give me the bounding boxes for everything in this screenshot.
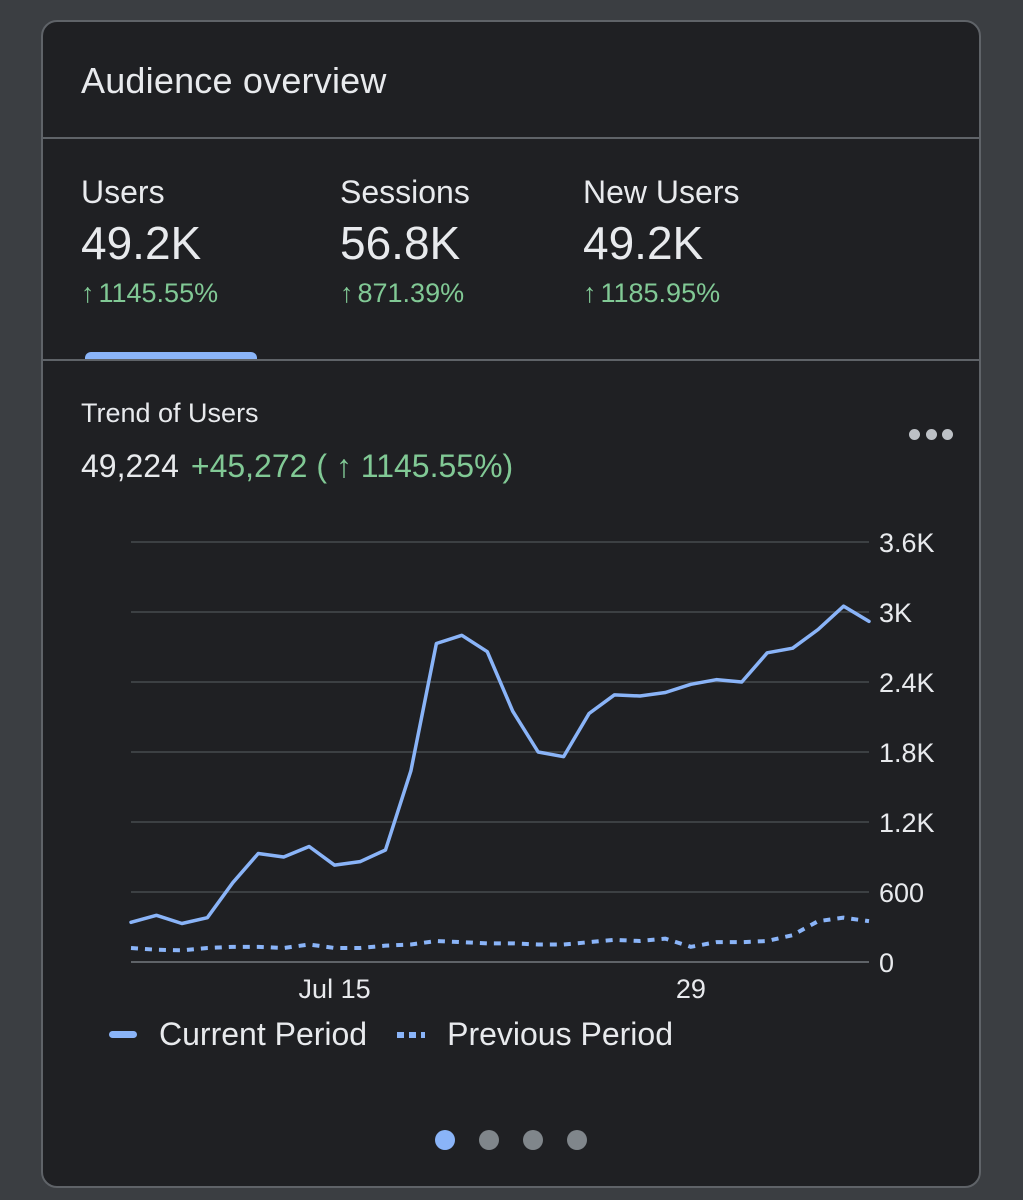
metric-tab-new-users[interactable]: New Users 49.2K ↑ 1185.95% [583, 172, 739, 310]
y-tick-label: 1.2K [879, 808, 935, 838]
metric-label: Sessions [340, 174, 470, 210]
pager-dot-3[interactable] [523, 1130, 543, 1150]
pager-dot-2[interactable] [479, 1130, 499, 1150]
arrow-up-icon: ↑ [340, 278, 354, 308]
x-tick-label: Jul 15 [299, 974, 371, 1004]
y-tick-label: 2.4K [879, 668, 935, 698]
trend-summary: 49,224 +45,272 ( ↑ 1145.55%) [81, 446, 513, 486]
metric-change-value: 1145.55% [98, 278, 219, 308]
metric-value: 56.8K [340, 217, 461, 269]
metric-value: 49.2K [583, 217, 704, 269]
x-tick-label: 29 [676, 974, 706, 1004]
card-title: Audience overview [81, 60, 387, 101]
metric-tab-users[interactable]: Users 49.2K ↑ 1145.55% [81, 172, 218, 310]
legend-swatch-solid [109, 1031, 137, 1038]
audience-overview-card: Audience overview Users 49.2K ↑ 1145.55% … [41, 20, 981, 1188]
y-tick-label: 1.8K [879, 738, 935, 768]
more-horizontal-icon[interactable] [909, 426, 953, 442]
legend-swatch-dashed [397, 1031, 426, 1038]
series-line-previous-period[interactable] [130, 915, 870, 953]
metric-value: 49.2K [81, 217, 202, 269]
chart-legend: Current Period Previous Period [109, 1016, 703, 1053]
pager-dot-4[interactable] [567, 1130, 587, 1150]
arrow-up-icon: ↑ [583, 278, 597, 308]
y-tick-label: 600 [879, 878, 924, 908]
y-tick-label: 3K [879, 598, 912, 628]
tabs-divider [43, 359, 979, 361]
metric-change-value: 871.39% [357, 278, 465, 308]
y-tick-label: 3.6K [879, 528, 935, 558]
legend-label: Current Period [159, 1016, 368, 1052]
metric-label: Users [81, 174, 165, 210]
metric-change-value: 1185.95% [600, 278, 721, 308]
header-divider [43, 137, 979, 139]
selected-tab-indicator [85, 352, 257, 360]
metric-tab-sessions[interactable]: Sessions 56.8K ↑ 871.39% [340, 172, 470, 310]
carousel-pager [435, 1130, 587, 1150]
metric-label: New Users [583, 174, 740, 210]
metric-change: ↑ 1185.95% [583, 276, 739, 310]
metric-change: ↑ 1145.55% [81, 276, 218, 310]
users-trend-chart: 0 600 1.2K 1.8K 2.4K 3K 3.6K Jul 15 29 [129, 528, 935, 1004]
trend-title: Trend of Users [81, 398, 259, 428]
y-tick-label: 0 [879, 948, 894, 978]
series-line-current-period[interactable] [129, 604, 871, 926]
trend-delta: +45,272 ( ↑ 1145.55%) [190, 448, 514, 484]
pager-dot-1[interactable] [435, 1130, 455, 1150]
legend-item-current-period[interactable]: Current Period [109, 1016, 367, 1053]
legend-item-previous-period[interactable]: Previous Period [397, 1016, 673, 1053]
trend-total: 49,224 [81, 448, 179, 484]
arrow-up-icon: ↑ [81, 278, 95, 308]
legend-label: Previous Period [447, 1016, 673, 1052]
metric-change: ↑ 871.39% [340, 276, 470, 310]
